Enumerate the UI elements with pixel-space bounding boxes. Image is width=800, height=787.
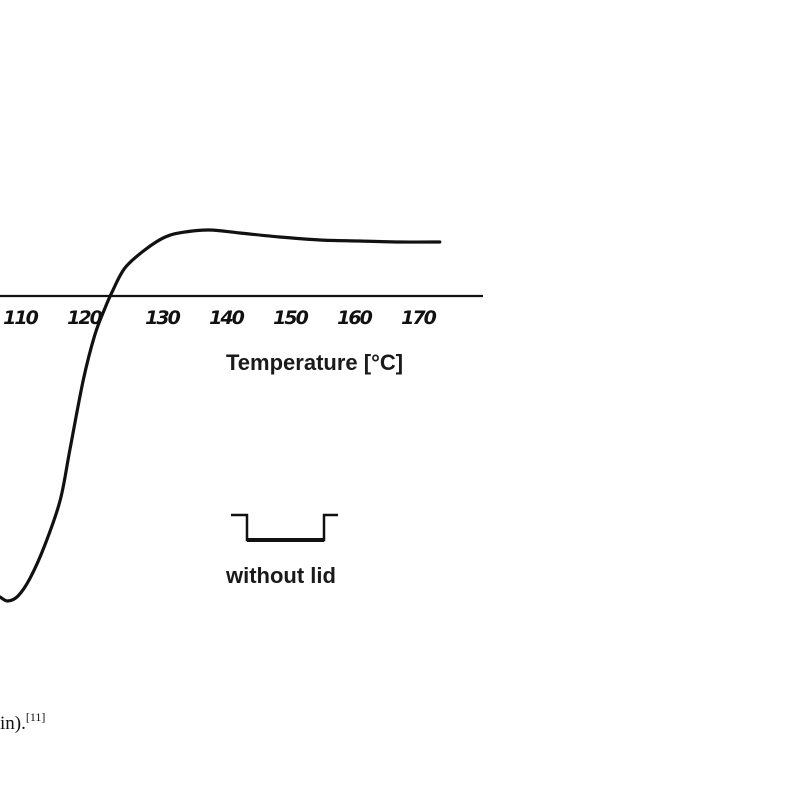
crucible-without-lid-icon bbox=[231, 513, 338, 542]
x-tick-label: 110 bbox=[3, 307, 38, 329]
x-axis-label: Temperature [°C] bbox=[226, 350, 404, 375]
x-tick-label: 160 bbox=[337, 307, 372, 329]
caption-text: in). bbox=[0, 713, 26, 734]
series-line-without-lid bbox=[0, 228, 442, 603]
x-tick-label: 130 bbox=[145, 307, 180, 329]
x-tick-label: 150 bbox=[273, 307, 308, 329]
figure-caption: in).[11] bbox=[0, 710, 45, 735]
x-tick-label: 120 bbox=[67, 307, 102, 329]
legend-label: without lid bbox=[226, 563, 336, 588]
x-tick-label: 140 bbox=[209, 307, 244, 329]
caption-reference: [11] bbox=[25, 710, 46, 724]
x-tick-label: 170 bbox=[401, 307, 436, 329]
